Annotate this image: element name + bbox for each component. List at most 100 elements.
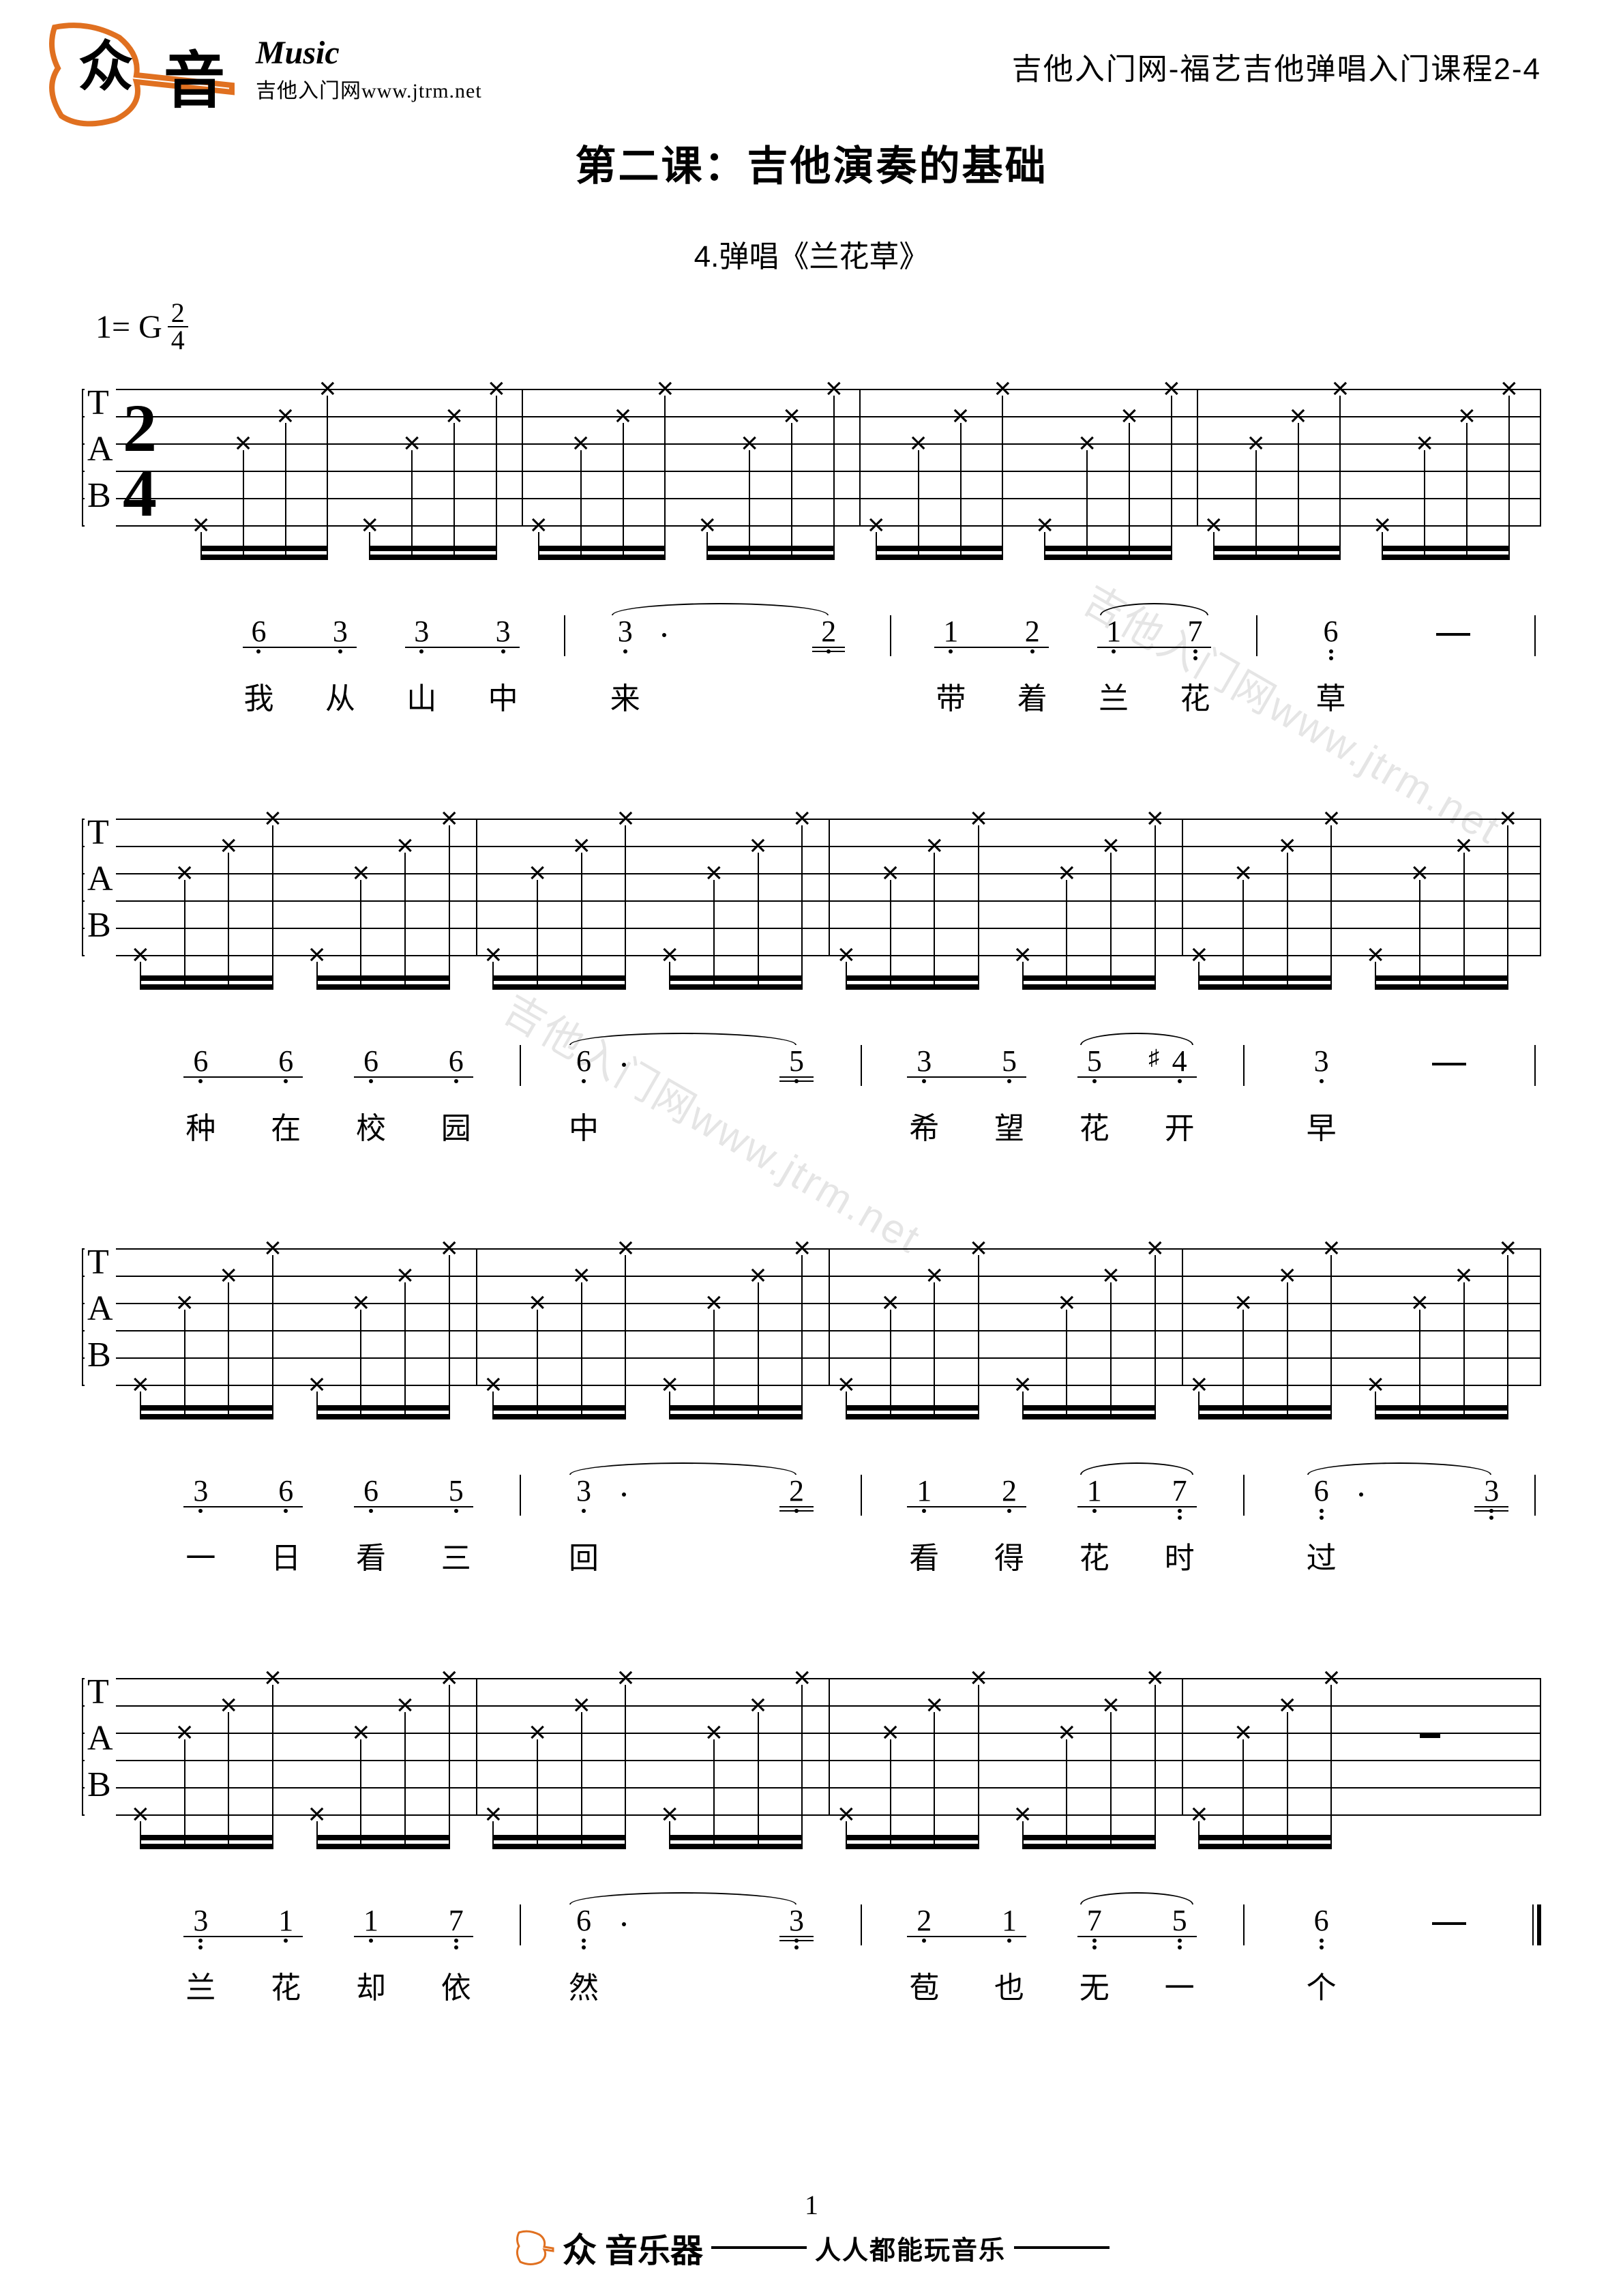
tab-staff: TAB×××××××××××××××××××××××××××× <box>82 1678 1541 1821</box>
sustain-dash <box>1432 1922 1466 1925</box>
note-stem <box>1424 450 1425 559</box>
note-stem <box>1066 880 1067 989</box>
tab-letter: A <box>87 435 113 482</box>
note-stem <box>228 1282 229 1419</box>
lyric-char: 兰 <box>185 1963 215 2007</box>
barline <box>1540 1248 1541 1385</box>
jianpu-note: 2 <box>789 1473 804 1508</box>
octave-dot <box>949 649 953 653</box>
octave-dot <box>284 1079 288 1083</box>
music-system-4: TAB××××××××××××××××××××××××××××311763217… <box>82 1678 1541 2004</box>
lyric-char: 早 <box>1307 1104 1337 1147</box>
key-prefix: 1= G <box>95 308 162 346</box>
rest-icon <box>1420 1733 1440 1738</box>
dotted-note-dot <box>622 1063 626 1067</box>
note-stem <box>1298 423 1299 559</box>
beam <box>140 975 273 981</box>
dotted-note-dot <box>662 633 666 637</box>
lyric-char: 过 <box>1307 1533 1337 1577</box>
staff-line <box>82 498 1541 499</box>
note-stem <box>713 880 715 989</box>
beam <box>846 984 979 990</box>
lyric-char: 园 <box>441 1104 471 1147</box>
lyric-char: 种 <box>185 1104 215 1147</box>
tab-letter: T <box>87 819 113 865</box>
note-stem <box>404 1712 406 1849</box>
beam <box>1213 546 1341 551</box>
note-stem <box>934 853 935 989</box>
beam <box>669 975 803 981</box>
lyric-char: 看 <box>356 1533 386 1577</box>
jianpu-barline <box>564 615 565 656</box>
jianpu-barline <box>861 1904 862 1945</box>
barline <box>476 1248 477 1385</box>
tab-staff: TAB×××××××××××××××××××××××××××××××× <box>82 1248 1541 1392</box>
jianpu-barline <box>1256 615 1257 656</box>
octave-dot <box>338 649 342 653</box>
duration-underline <box>183 1936 303 1937</box>
barline <box>82 1248 83 1385</box>
note-stem <box>1242 1739 1244 1849</box>
note-stem <box>1242 1310 1244 1419</box>
octave-dot <box>1007 1509 1011 1513</box>
staff-line <box>82 471 1541 472</box>
jianpu-note: 3 <box>193 1903 208 1938</box>
jianpu-note: 2 <box>821 614 836 649</box>
lyric-char: 花 <box>1079 1104 1110 1147</box>
dotted-note-dot <box>622 1922 626 1926</box>
music-system-1: TAB24××××××××××××××××××××××××××××××××633… <box>82 389 1541 715</box>
beam <box>846 1405 979 1411</box>
sustain-dash <box>1436 633 1470 636</box>
jianpu-note: 3 <box>496 614 511 649</box>
time-num: 2 <box>171 300 185 326</box>
jianpu-note: 2 <box>917 1903 932 1938</box>
note-stem <box>581 1282 582 1419</box>
note-stem <box>1002 396 1003 559</box>
jianpu-note: 6 <box>278 1473 293 1508</box>
header-course-label: 吉他入门网-福艺吉他弹唱入门课程2-4 <box>1012 44 1541 88</box>
barline <box>829 819 830 955</box>
beam <box>1022 1835 1156 1840</box>
octave-dot <box>794 1945 799 1949</box>
note-stem <box>1466 423 1468 559</box>
note-stem <box>1330 1255 1332 1419</box>
duration-underline <box>812 651 845 652</box>
beam <box>1198 975 1332 981</box>
octave-dot <box>582 1939 586 1943</box>
note-stem <box>1463 1282 1465 1419</box>
duration-underline <box>1077 1076 1197 1078</box>
footer-divider <box>1014 2246 1110 2249</box>
lyric-char: 却 <box>356 1963 386 2007</box>
jianpu-note: 7 <box>449 1903 464 1938</box>
note-stem <box>449 1685 450 1849</box>
note-stem <box>1287 1712 1288 1849</box>
jianpu-note: 5 <box>1087 1044 1102 1078</box>
duration-underline <box>812 647 845 648</box>
logo-char: 音 <box>164 31 225 119</box>
tab-label: TAB <box>85 1247 116 1389</box>
duration-underline <box>183 1506 303 1507</box>
jianpu-note: 7 <box>1188 614 1203 649</box>
logo-music-text: Music <box>256 34 340 72</box>
note-stem <box>449 1255 450 1419</box>
staff-line <box>82 1787 1541 1789</box>
staff-line <box>82 1276 1541 1277</box>
beam <box>706 555 835 560</box>
jianpu-note: 6 <box>1324 614 1339 649</box>
beam <box>492 1414 626 1419</box>
tie-icon <box>569 1892 796 1904</box>
staff-line <box>82 1357 1541 1359</box>
beam <box>1375 1405 1508 1411</box>
jianpu-note: 3 <box>576 1473 591 1508</box>
jianpu-note: 3 <box>1314 1044 1329 1078</box>
staff-line <box>82 1330 1541 1331</box>
lyric-char: 看 <box>909 1533 939 1577</box>
tab-letter: B <box>87 1771 113 1817</box>
beam <box>1213 555 1341 560</box>
note-stem <box>1066 1739 1067 1849</box>
beam <box>316 1844 450 1849</box>
lyric-char: 日 <box>271 1533 301 1577</box>
staff-line <box>82 389 1541 390</box>
jianpu-barline <box>520 1475 521 1516</box>
staff-line <box>82 955 1541 956</box>
